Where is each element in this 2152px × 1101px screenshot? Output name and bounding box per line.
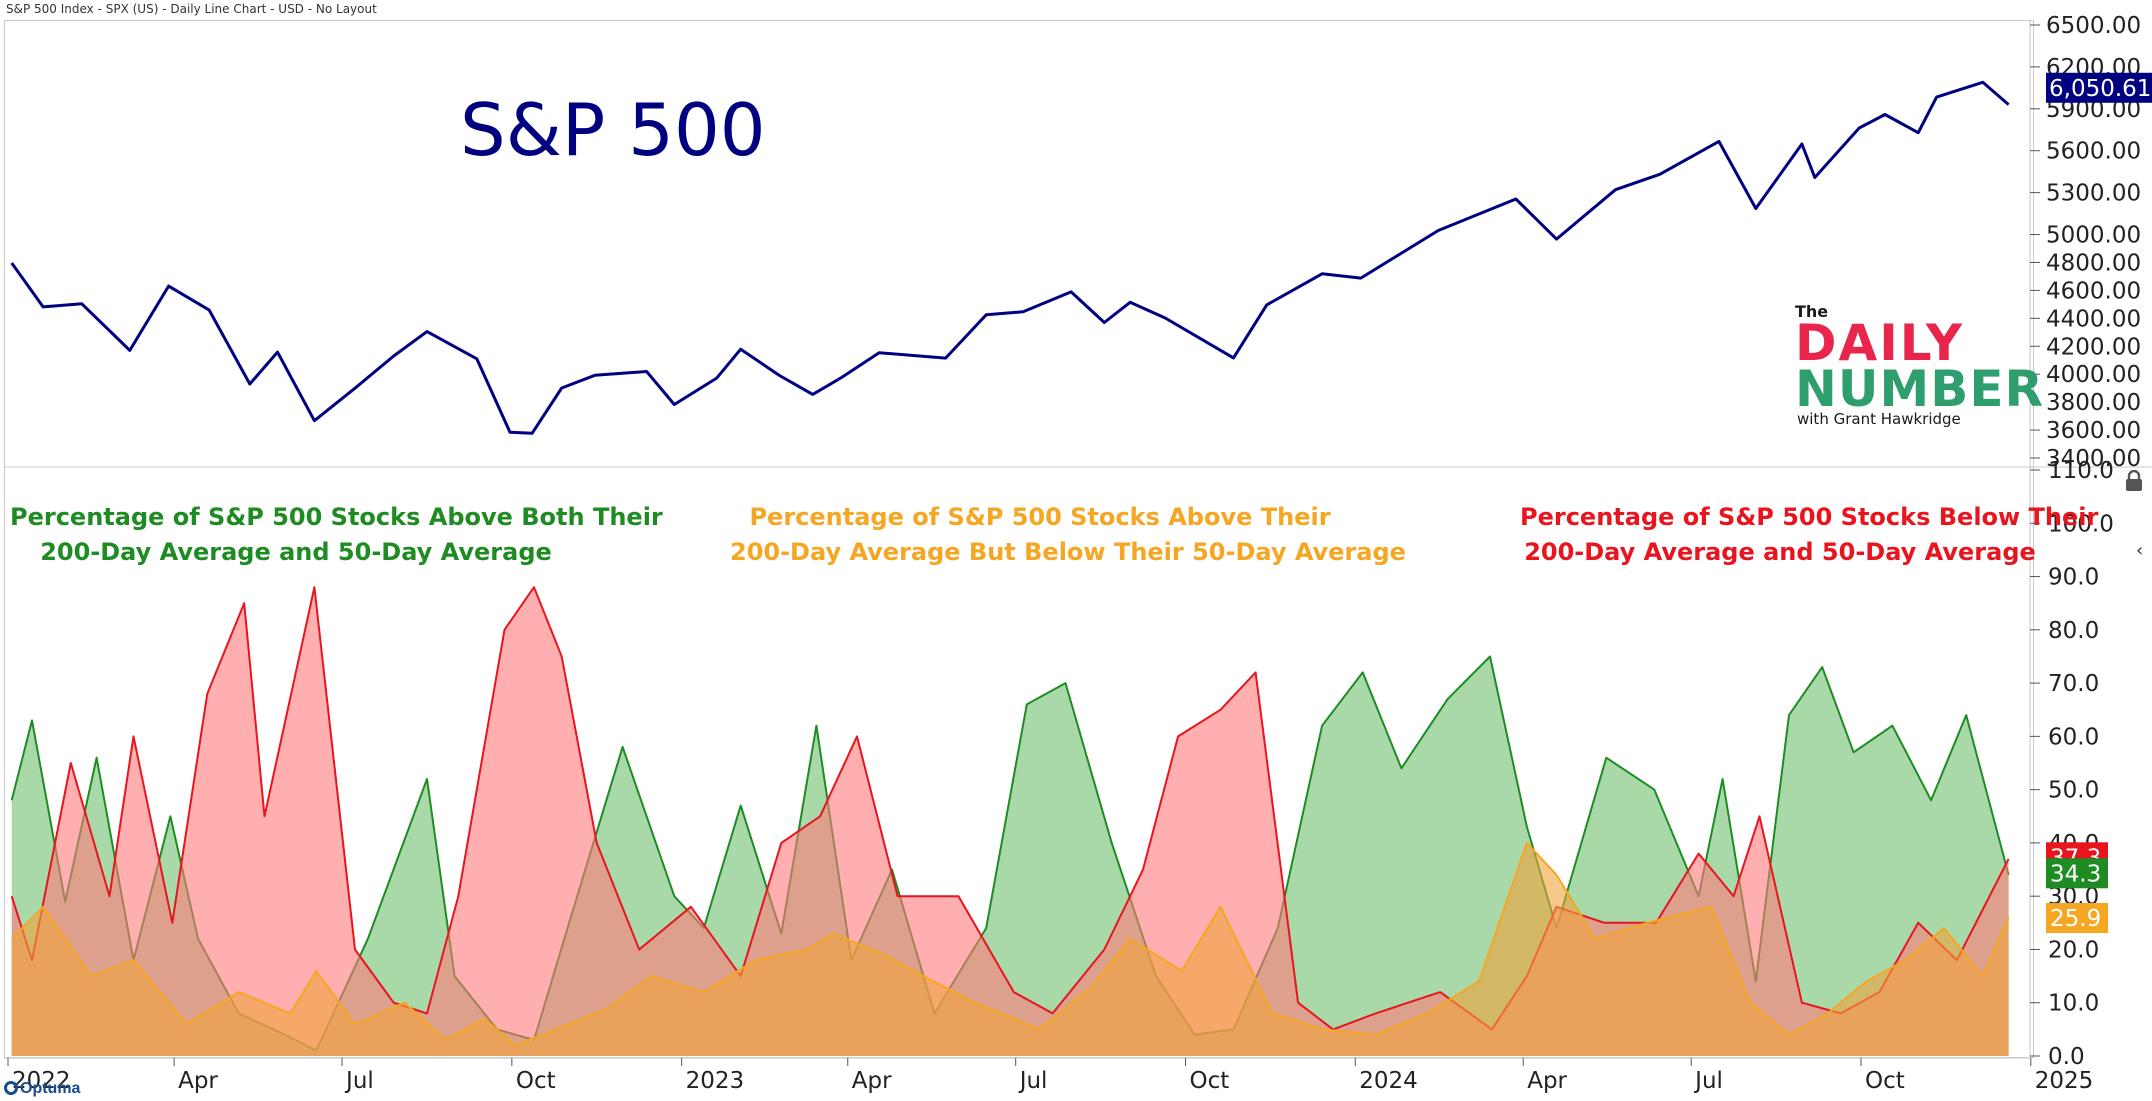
lower-y-tick-label: 10.0 [2048, 991, 2099, 1017]
series-below-both-area [11, 587, 2009, 1056]
label-below-line2: 200-Day Average and 50-Day Average [1524, 538, 2036, 566]
lower-y-tick-label: 100.0 [2048, 511, 2114, 537]
upper-y-tick-label: 4000.00 [2046, 362, 2141, 388]
x-tick-label: Jul [1693, 1068, 1723, 1094]
lower-y-tick-label: 20.0 [2048, 937, 2099, 963]
label-above-both: Percentage of S&P 500 Stocks Above Both … [10, 500, 663, 570]
x-tick-label: Oct [1865, 1068, 1905, 1094]
upper-y-tick-label: 4800.00 [2046, 250, 2141, 276]
upper-y-tick-label: 4400.00 [2046, 306, 2141, 332]
x-tick-label: Jul [1018, 1068, 1048, 1094]
label-below-both: Percentage of S&P 500 Stocks Below Their… [1520, 500, 2099, 570]
lower-y-tick-label: 90.0 [2048, 565, 2099, 591]
daily-number-logo: The DAILY NUMBER with Grant Hawkridge [1795, 302, 2043, 432]
last-value-label-above200: 25.9 [2050, 906, 2101, 932]
x-tick-label: 2023 [686, 1068, 745, 1094]
upper-y-tick-label: 5000.00 [2046, 223, 2141, 249]
x-tick-label: 2024 [1359, 1068, 1418, 1094]
spx-title: S&P 500 [460, 88, 766, 172]
x-tick-label: Oct [1189, 1068, 1229, 1094]
x-tick-label: Oct [516, 1068, 556, 1094]
label-above-200-below-50: Percentage of S&P 500 Stocks Above Their… [730, 500, 1406, 570]
x-tick-label: 2022 [12, 1068, 71, 1094]
upper-y-tick-label: 4200.00 [2046, 334, 2141, 360]
logo-number: NUMBER [1795, 360, 2044, 418]
logo-daily: DAILY [1795, 314, 1965, 372]
label-above200-line1: Percentage of S&P 500 Stocks Above Their [749, 503, 1331, 531]
upper-y-tick-label: 4600.00 [2046, 278, 2141, 304]
chevron-left-icon[interactable]: ‹ [2136, 540, 2144, 561]
upper-y-tick-label: 3800.00 [2046, 390, 2141, 416]
label-above200-line2: 200-Day Average But Below Their 50-Day A… [730, 538, 1406, 566]
spx-last-value-label: 6,050.61 [2049, 76, 2151, 102]
upper-y-tick-label: 3400.00 [2046, 446, 2141, 472]
label-above-both-line2: 200-Day Average and 50-Day Average [40, 538, 552, 566]
spx-line [10, 80, 2010, 435]
lower-y-tick-label: 50.0 [2048, 778, 2099, 804]
lower-y-tick-label: 70.0 [2048, 671, 2099, 697]
x-tick-label: Apr [1527, 1068, 1567, 1094]
lower-y-tick-label: 110.0 [2048, 458, 2114, 484]
lower-y-tick-label: 80.0 [2048, 618, 2099, 644]
upper-y-tick-label: 3600.00 [2046, 418, 2141, 444]
lower-y-tick-label: 0.0 [2048, 1044, 2085, 1070]
x-tick-label: Apr [852, 1068, 892, 1094]
series-below-both-line [10, 586, 2010, 1031]
spx-last-value-badge [2046, 72, 2152, 103]
x-tick-label: Jul [344, 1068, 374, 1094]
upper-y-tick-label: 5300.00 [2046, 181, 2141, 207]
label-above-both-line1: Percentage of S&P 500 Stocks Above Both … [10, 503, 663, 531]
logo-the: The [1795, 302, 1829, 321]
optuma-brand: Optuma [4, 1080, 80, 1098]
logo-with: with Grant Hawkridge [1797, 410, 1961, 428]
last-value-badge-above200 [2046, 903, 2108, 934]
optuma-label: Optuma [20, 1080, 81, 1097]
optuma-logo-icon [4, 1081, 18, 1095]
x-tick-label: 2025 [2035, 1068, 2094, 1094]
last-value-badge-both [2046, 858, 2108, 889]
lower-y-tick-label: 60.0 [2048, 724, 2099, 750]
lock-icon[interactable] [2124, 470, 2144, 492]
series-above-200-below-50-line [10, 841, 2010, 1047]
chart-header: S&P 500 Index - SPX (US) - Daily Line Ch… [6, 2, 377, 16]
upper-y-tick-label: 6500.00 [2046, 13, 2141, 39]
x-tick-label: Apr [178, 1068, 218, 1094]
upper-y-tick-label: 5600.00 [2046, 139, 2141, 165]
last-value-label-both: 34.3 [2050, 861, 2101, 887]
label-below-line1: Percentage of S&P 500 Stocks Below Their [1520, 503, 2099, 531]
